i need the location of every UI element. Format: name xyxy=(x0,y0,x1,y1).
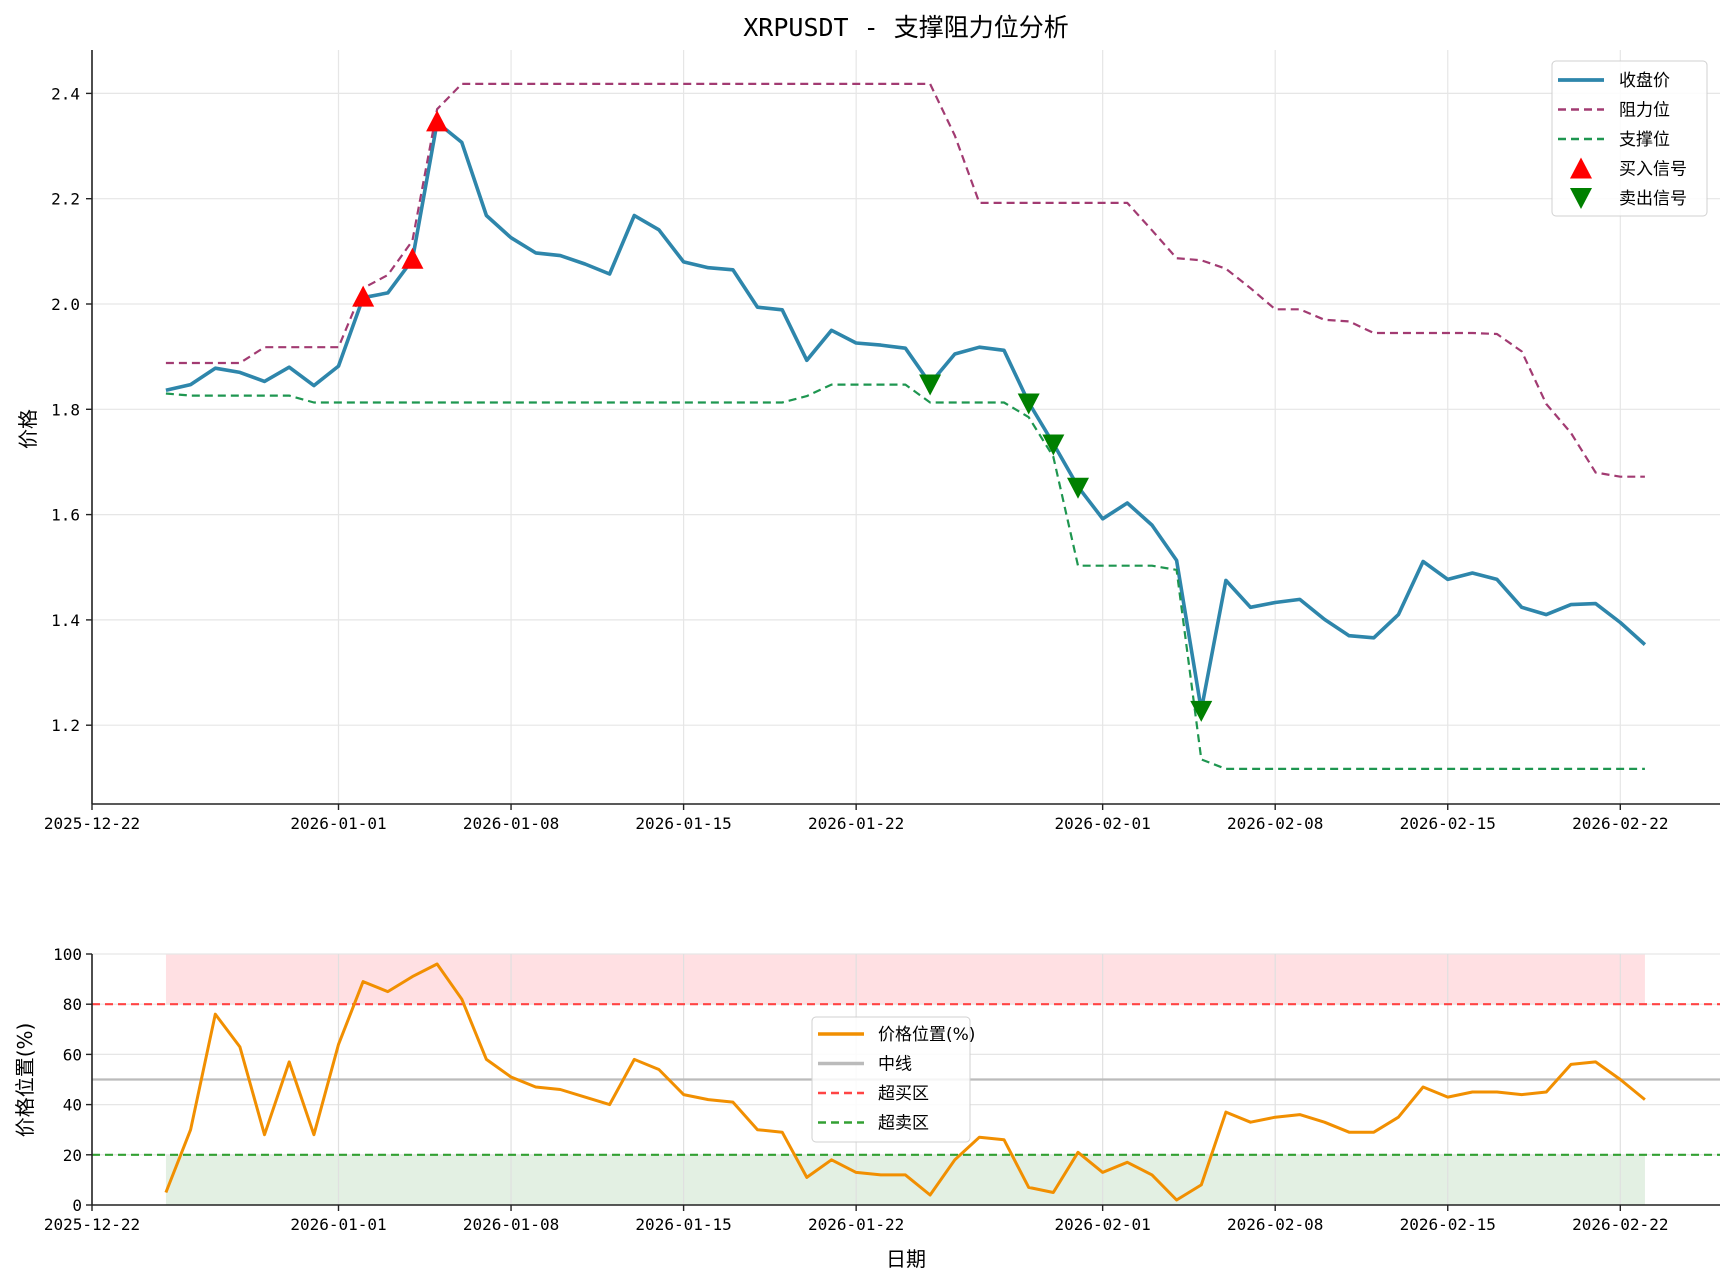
position-axes: 0 20 40 60 80 100 2025-12-22 2026-01-01 2026-01-… xyxy=(44,945,1720,1234)
svg-text:100: 100 xyxy=(53,945,82,964)
sell-signal-icon xyxy=(1190,700,1213,722)
svg-text:40: 40 xyxy=(63,1096,82,1115)
buy-signal-icon xyxy=(352,285,375,307)
svg-text:2026-01-08: 2026-01-08 xyxy=(463,814,559,833)
svg-text:2026-02-22: 2026-02-22 xyxy=(1572,814,1668,833)
svg-text:2025-12-22: 2025-12-22 xyxy=(44,1215,140,1234)
svg-text:1.2: 1.2 xyxy=(51,716,80,735)
svg-text:1.8: 1.8 xyxy=(51,400,80,419)
sell-signal-icon xyxy=(1067,477,1089,499)
svg-text:2.0: 2.0 xyxy=(51,295,80,314)
signal-markers xyxy=(352,110,1213,722)
chart-title: XRPUSDT - 支撑阻力位分析 xyxy=(743,13,1069,42)
svg-text:2026-02-15: 2026-02-15 xyxy=(1400,814,1496,833)
zone-bands xyxy=(165,954,1645,1205)
svg-text:2026-02-08: 2026-02-08 xyxy=(1227,1215,1323,1234)
svg-text:买入信号: 买入信号 xyxy=(1619,160,1687,180)
buy-signal-icon xyxy=(401,247,424,269)
svg-text:0: 0 xyxy=(72,1196,82,1215)
svg-text:60: 60 xyxy=(63,1045,82,1064)
series-收盘价 xyxy=(165,120,1647,712)
svg-text:中线: 中线 xyxy=(878,1055,912,1075)
svg-text:2.4: 2.4 xyxy=(51,84,80,103)
svg-text:2026-02-08: 2026-02-08 xyxy=(1227,814,1323,833)
svg-text:2026-01-22: 2026-01-22 xyxy=(808,1215,904,1234)
series-阻力位 xyxy=(165,82,1645,478)
svg-text:价格位置(%): 价格位置(%) xyxy=(878,1025,975,1045)
svg-text:1.6: 1.6 xyxy=(51,506,80,525)
svg-text:阻力位: 阻力位 xyxy=(1619,101,1670,121)
price-series xyxy=(165,82,1647,771)
svg-text:超买区: 超买区 xyxy=(878,1084,929,1104)
svg-text:2026-02-01: 2026-02-01 xyxy=(1054,1215,1150,1234)
svg-text:2026-01-15: 2026-01-15 xyxy=(635,814,731,833)
svg-text:收盘价: 收盘价 xyxy=(1619,71,1670,91)
price-grid xyxy=(91,50,1720,804)
price-y-label: 价格 xyxy=(16,409,40,449)
svg-text:卖出信号: 卖出信号 xyxy=(1619,189,1687,209)
svg-text:20: 20 xyxy=(63,1146,82,1165)
svg-text:2.2: 2.2 xyxy=(51,190,80,209)
svg-text:2026-02-15: 2026-02-15 xyxy=(1400,1215,1496,1234)
svg-text:2025-12-22: 2025-12-22 xyxy=(44,814,140,833)
svg-text:2026-02-01: 2026-02-01 xyxy=(1054,814,1150,833)
svg-text:1.4: 1.4 xyxy=(51,611,80,630)
position-y-label: 价格位置(%) xyxy=(13,1023,37,1138)
svg-text:支撑位: 支撑位 xyxy=(1619,130,1670,150)
svg-text:80: 80 xyxy=(63,995,82,1014)
sell-signal-icon xyxy=(1042,434,1065,456)
position-x-label: 日期 xyxy=(886,1247,926,1271)
sell-signal-icon xyxy=(919,374,942,396)
svg-text:2026-01-01: 2026-01-01 xyxy=(290,1215,386,1234)
series-支撑位 xyxy=(165,383,1645,771)
price-axes: 1.2 1.4 1.6 1.8 2.0 2.2 2.4 2025-12-22 2026-01-0… xyxy=(44,50,1720,833)
svg-text:2026-01-08: 2026-01-08 xyxy=(463,1215,559,1234)
sell-signal-icon xyxy=(1017,393,1040,415)
svg-text:超卖区: 超卖区 xyxy=(878,1114,929,1134)
svg-text:2026-01-01: 2026-01-01 xyxy=(290,814,386,833)
buy-signal-icon xyxy=(426,110,449,132)
svg-text:2026-01-15: 2026-01-15 xyxy=(635,1215,731,1234)
svg-text:2026-01-22: 2026-01-22 xyxy=(808,814,904,833)
svg-text:2026-02-22: 2026-02-22 xyxy=(1572,1215,1668,1234)
